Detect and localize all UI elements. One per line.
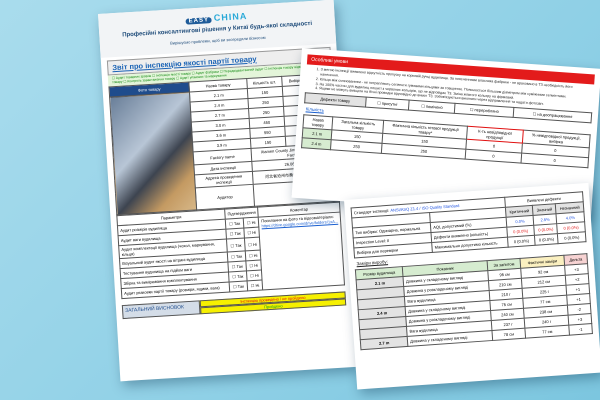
cell: -1 bbox=[568, 323, 593, 336]
conclusion-label: ЗАГАЛЬНИЙ ВИСНОВОК bbox=[121, 300, 201, 320]
aql-measurements-page: Стандарт інспекції: ANSI/ASQ Z1.4 / ISO … bbox=[344, 182, 600, 390]
measurements-table: Розмір вудилища Показник За запитом Фактичн… bbox=[355, 253, 593, 350]
cell: 2.4 m bbox=[301, 137, 332, 150]
no-checkbox[interactable]: ☐ Ні bbox=[244, 237, 261, 251]
parameters-table: Параметри Підтвердження Коментар Аудит роз… bbox=[116, 202, 345, 300]
no-checkbox[interactable]: ☐ Ні bbox=[247, 279, 263, 291]
product-photo bbox=[109, 92, 197, 215]
logo-easy: EASY bbox=[185, 17, 213, 25]
yes-checkbox[interactable]: ☐ Так bbox=[226, 237, 246, 253]
yes-checkbox[interactable]: ☐ Так bbox=[229, 280, 248, 292]
info-label: Аудитор bbox=[195, 184, 255, 210]
standard-label: Стандарт інспекції: bbox=[353, 207, 390, 216]
comment-cell: Посилання на фото та відеоматеріали: http… bbox=[258, 212, 345, 290]
cell: 77 см bbox=[524, 325, 570, 339]
cell: 2.7 m bbox=[360, 336, 409, 350]
logo-china: CHINA bbox=[213, 10, 248, 23]
cell: 78 см bbox=[491, 328, 526, 341]
